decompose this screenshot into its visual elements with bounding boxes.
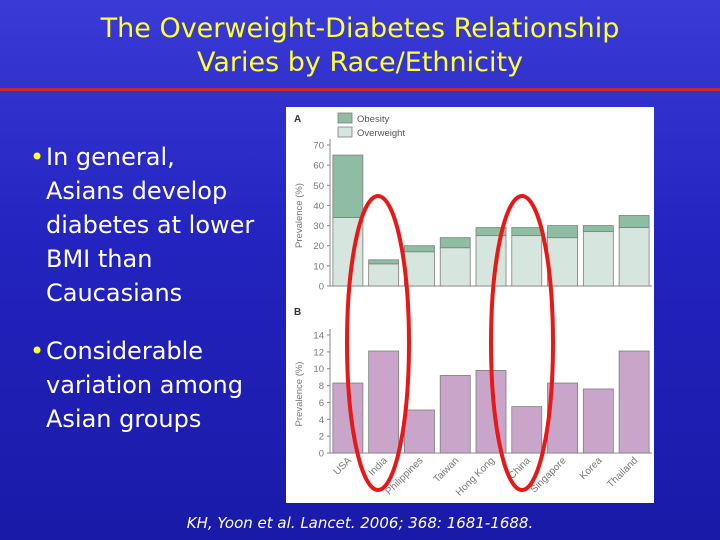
legend-label-obesity: Obesity xyxy=(357,114,389,125)
y-tick-label-a-20: 20 xyxy=(313,241,324,252)
category-label-2: Philippines xyxy=(384,455,426,497)
category-label-6: Singapore xyxy=(529,455,569,495)
panel-label-b: B xyxy=(294,307,301,318)
bar-a-obesity-2 xyxy=(404,245,435,253)
y-tick-label-a-0: 0 xyxy=(319,282,324,293)
bullet-1-line-4: BMI than xyxy=(46,245,153,273)
category-label-1: India xyxy=(367,455,390,478)
y-tick-label-b-6: 6 xyxy=(319,398,324,409)
y-axis-label-a: Prevalence (%) xyxy=(294,183,305,248)
bar-a-overweight-8 xyxy=(618,227,650,287)
y-tick-label-b-4: 4 xyxy=(319,415,324,426)
bullet-list: • In general, Asians develop diabetes at… xyxy=(30,140,280,436)
bullet-1-line-5: Caucasians xyxy=(46,279,183,307)
bar-a-obesity-5 xyxy=(511,227,543,237)
chart-figure: A 0 10 20 30 40 50 60 70 Prevalence (%) B 0 2 4 6 8 10 12… xyxy=(286,107,654,503)
bar-a-obesity-8 xyxy=(618,215,650,228)
chart-svg: A 0 10 20 30 40 50 60 70 Prevalence (%) B 0 2 4 6 8 10 12… xyxy=(294,112,652,499)
category-label-0: USA xyxy=(332,455,355,478)
bar-b-diabetes-8 xyxy=(618,350,650,454)
bullet-marker-2: • xyxy=(30,337,45,365)
bar-a-overweight-2 xyxy=(404,251,435,287)
citation: KH, Yoon et al. Lancet. 2006; 368: 1681-… xyxy=(186,514,534,532)
bar-a-obesity-4 xyxy=(475,227,507,237)
bullet-1-line-2: Asians develop xyxy=(46,177,228,205)
y-tick-label-a-50: 50 xyxy=(313,181,324,192)
y-tick-label-a-10: 10 xyxy=(313,261,324,272)
title-divider xyxy=(0,88,720,91)
y-tick-label-a-40: 40 xyxy=(313,201,324,212)
y-tick-label-a-60: 60 xyxy=(313,161,324,172)
bullet-1-line-1: In general, xyxy=(46,143,175,171)
category-label-7: Korea xyxy=(578,455,605,482)
category-label-3: Taiwan xyxy=(432,455,462,485)
bar-a-overweight-1 xyxy=(368,263,400,287)
bullet-2-line-2: variation among xyxy=(46,371,243,399)
y-tick-label-b-14: 14 xyxy=(313,331,324,342)
bar-a-overweight-4 xyxy=(475,235,507,287)
bar-b-diabetes-3 xyxy=(439,375,471,454)
bullet-1: • In general, Asians develop diabetes at… xyxy=(30,140,280,310)
bar-a-obesity-1 xyxy=(368,259,400,265)
y-axis-label-b: Prevalence (%) xyxy=(294,362,305,427)
bullet-2-line-3: Asian groups xyxy=(46,405,202,433)
bar-a-overweight-6 xyxy=(547,237,578,287)
bar-a-obesity-0 xyxy=(332,154,364,218)
bar-a-overweight-3 xyxy=(439,247,471,287)
bar-a-obesity-3 xyxy=(439,237,471,249)
y-tick-label-b-2: 2 xyxy=(319,432,324,443)
category-label-4: Hong Kong xyxy=(454,455,497,498)
bar-a-obesity-7 xyxy=(582,225,614,233)
y-tick-label-b-8: 8 xyxy=(319,381,324,392)
bar-a-overweight-7 xyxy=(582,231,614,287)
legend-label-overweight: Overweight xyxy=(357,128,405,139)
category-label-5: China xyxy=(507,455,534,482)
bullet-2-line-1: Considerable xyxy=(46,337,204,365)
bar-b-diabetes-2 xyxy=(404,409,435,454)
legend-swatch-overweight xyxy=(337,126,353,138)
bar-b-diabetes-0 xyxy=(332,382,364,454)
category-label-8: Thailand xyxy=(605,455,640,490)
y-tick-label-a-70: 70 xyxy=(313,141,324,152)
legend-swatch-obesity xyxy=(337,112,353,124)
y-tick-label-b-12: 12 xyxy=(313,347,324,358)
bar-b-diabetes-4 xyxy=(475,369,507,454)
bullet-marker-1: • xyxy=(30,143,45,171)
bar-b-diabetes-6 xyxy=(547,382,578,454)
y-tick-label-a-30: 30 xyxy=(313,221,324,232)
bar-a-obesity-6 xyxy=(547,225,578,239)
title-line-2: Varies by Race/Ethnicity xyxy=(196,47,524,78)
bar-b-diabetes-5 xyxy=(511,406,543,454)
bar-a-overweight-0 xyxy=(332,217,364,287)
y-tick-label-b-0: 0 xyxy=(319,449,324,460)
panel-label-a: A xyxy=(294,114,301,125)
bar-a-overweight-5 xyxy=(511,235,543,287)
title-line-1: The Overweight-Diabetes Relationship xyxy=(100,13,620,44)
bullet-2: • Considerable variation among Asian gro… xyxy=(30,334,280,436)
slide-title: The Overweight-Diabetes Relationship Var… xyxy=(0,12,720,80)
bullet-1-line-3: diabetes at lower xyxy=(46,211,255,239)
bar-b-diabetes-7 xyxy=(582,388,614,454)
y-tick-label-b-10: 10 xyxy=(313,364,324,375)
bar-b-diabetes-1 xyxy=(368,350,400,454)
